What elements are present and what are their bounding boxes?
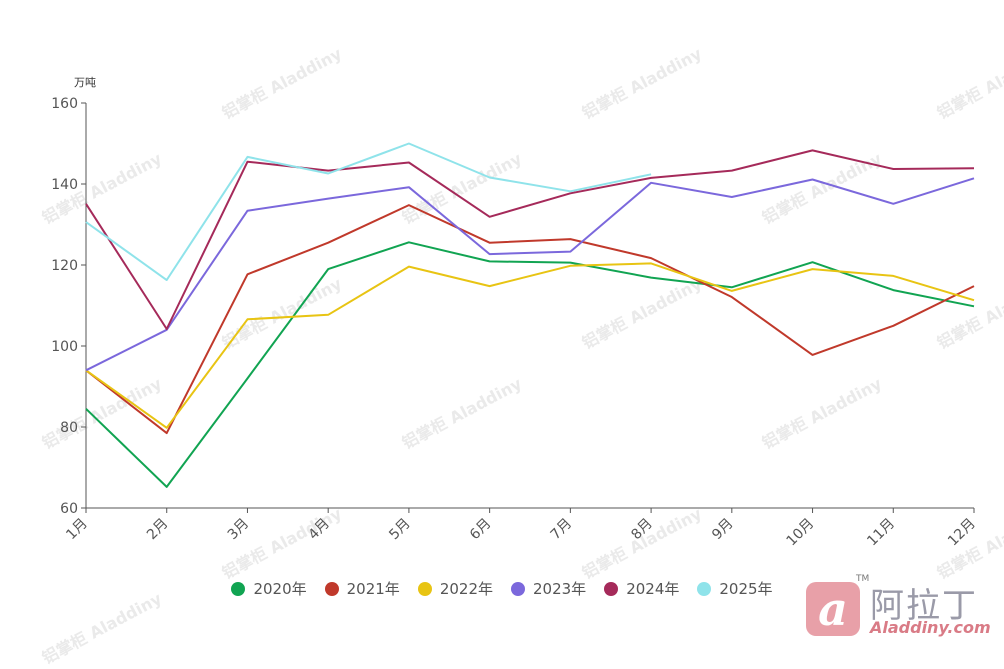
legend-label: 2024年 (626, 580, 680, 598)
logo-trademark: TM (856, 574, 870, 584)
legend-item[interactable]: 2021年 (324, 578, 400, 599)
x-tick-label: 7月 (548, 516, 576, 544)
y-tick-label: 80 (60, 420, 78, 436)
legend-item[interactable]: 2023年 (511, 578, 586, 599)
logo-english-name: Aladdiny.com (870, 618, 991, 637)
y-tick-label: 120 (51, 258, 78, 274)
line-chart: 万吨 60 80 100 120 140 160 1月 2月 3月 4月 5月 6月 7月 8月 9月 10月… (51, 76, 979, 549)
x-tick-label: 11月 (864, 516, 898, 550)
legend-label: 2020年 (253, 580, 307, 598)
y-tick-label: 100 (51, 339, 78, 355)
logo-chinese-name: 阿拉丁 (870, 586, 978, 626)
series-line-2021年 (85, 204, 975, 435)
x-tick-label: 1月 (63, 516, 91, 544)
x-tick-label: 2月 (144, 516, 172, 544)
legend-marker (231, 581, 246, 596)
x-tick-label: 5月 (386, 516, 414, 544)
x-tick-label: 10月 (784, 516, 818, 550)
legend-item[interactable]: 2022年 (417, 578, 493, 599)
legend-label: 2025年 (719, 580, 773, 598)
legend-marker (697, 581, 712, 596)
x-tick-label: 8月 (628, 516, 656, 544)
legend-marker (604, 581, 619, 596)
x-tick-label: 6月 (467, 516, 495, 544)
x-tick-label: 4月 (305, 516, 333, 544)
x-tick-label: 9月 (709, 516, 737, 544)
series-line-2022年 (85, 262, 975, 429)
series-line-2025年 (85, 142, 652, 281)
aladdiny-logo: a TM 阿拉丁 Aladdiny.com (806, 574, 996, 640)
x-tick-label: 3月 (225, 516, 253, 544)
aladdiny-logo-icon: a (806, 582, 860, 636)
series-line-2024年 (85, 149, 975, 330)
series-lines (85, 142, 975, 488)
legend: 2020年 2021年 2022年 2023年 2024年 2025年 (0, 578, 1004, 599)
series-line-2023年 (85, 177, 975, 372)
legend-item[interactable]: 2020年 (231, 578, 307, 599)
y-tick-label: 140 (51, 177, 78, 193)
legend-marker (417, 581, 432, 596)
legend-marker (511, 581, 525, 596)
x-tick-label: 12月 (945, 516, 979, 550)
legend-label: 2021年 (346, 580, 400, 598)
legend-label: 2022年 (439, 580, 493, 598)
legend-item[interactable]: 2024年 (604, 578, 679, 599)
y-axis-unit: 万吨 (74, 76, 96, 89)
y-tick-label: 160 (51, 96, 78, 112)
legend-item[interactable]: 2025年 (697, 578, 773, 599)
series-line-2020年 (85, 241, 975, 488)
axes: 60 80 100 120 140 160 1月 2月 3月 4月 5月 6月 7月 8月 9月 10月 11月… (51, 96, 979, 549)
legend-label: 2023年 (533, 580, 587, 598)
y-tick-label: 60 (60, 501, 78, 517)
legend-marker (324, 581, 339, 596)
